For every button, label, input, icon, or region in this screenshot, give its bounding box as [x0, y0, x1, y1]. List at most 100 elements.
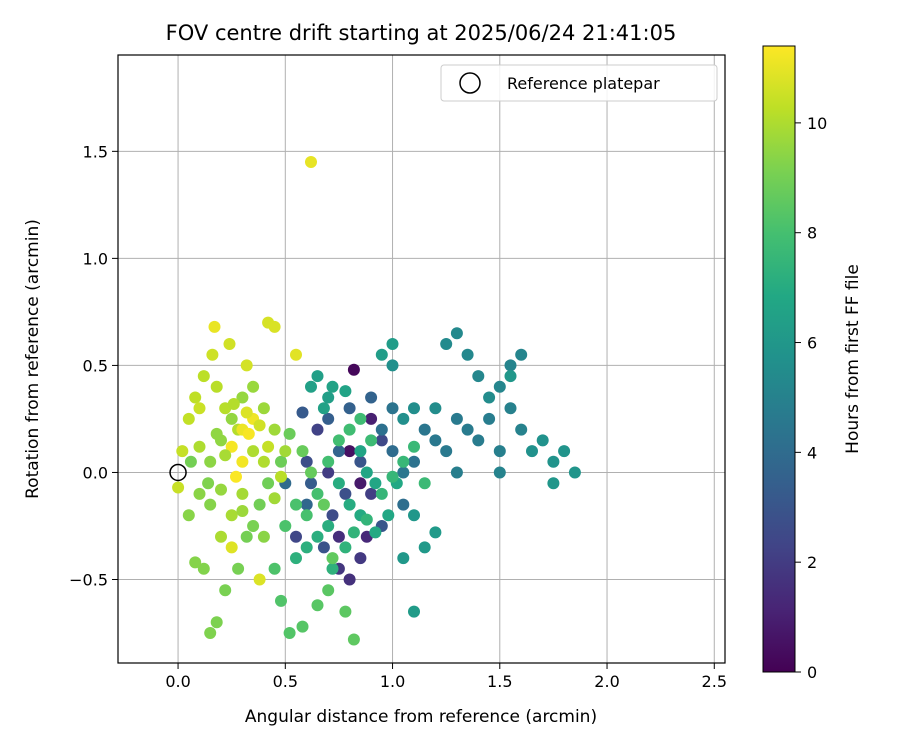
data-point [257, 402, 270, 415]
data-point [408, 605, 420, 618]
data-point [326, 562, 339, 575]
data-point [290, 348, 302, 361]
data-point [189, 556, 202, 569]
data-point [311, 370, 324, 383]
data-point [322, 391, 335, 404]
data-point [193, 440, 206, 453]
data-point [472, 434, 485, 447]
data-point [210, 380, 223, 393]
grid-lines [118, 55, 725, 663]
data-point [227, 398, 240, 410]
data-point [386, 470, 399, 483]
data-point [354, 445, 367, 458]
reference-platepar-marker [169, 463, 187, 482]
data-point [365, 434, 378, 447]
data-point [317, 498, 330, 511]
data-point [365, 487, 378, 500]
data-point [408, 509, 420, 522]
data-point [240, 359, 253, 372]
data-point [236, 505, 249, 517]
data-point [257, 455, 270, 468]
y-axis-ticks: −0.5 0.0 0.5 1.0 1.5 [69, 142, 118, 590]
data-point [365, 412, 378, 425]
data-point [176, 445, 189, 458]
data-point [275, 470, 287, 483]
data-point [305, 156, 317, 168]
data-point [339, 541, 352, 554]
data-point [504, 359, 517, 372]
data-point [290, 530, 302, 543]
data-point [247, 380, 260, 393]
data-point [172, 481, 185, 494]
data-point [283, 627, 296, 639]
data-point [326, 509, 339, 522]
data-point [397, 455, 410, 468]
data-point [461, 423, 474, 436]
data-point [343, 573, 356, 586]
data-points [172, 156, 581, 646]
data-point [262, 477, 275, 490]
data-point [375, 434, 388, 447]
data-point [182, 412, 195, 425]
data-point [208, 320, 221, 333]
data-point [300, 541, 313, 554]
data-point [397, 412, 410, 425]
data-point [354, 412, 367, 425]
data-point [322, 466, 335, 479]
data-point [305, 466, 317, 479]
y-tick-label: 1.0 [83, 249, 108, 268]
data-point [547, 477, 560, 490]
data-point [386, 402, 399, 415]
data-point [339, 487, 352, 500]
data-point [347, 363, 360, 376]
data-point [236, 455, 249, 468]
data-point [526, 445, 538, 458]
data-point [268, 423, 281, 436]
x-tick-label: 1.0 [380, 672, 405, 691]
legend-open-circle-marker [459, 72, 481, 94]
legend: Reference platepar [440, 64, 718, 102]
data-point [397, 552, 410, 565]
data-point [326, 380, 339, 393]
data-point [300, 509, 313, 522]
data-point [305, 380, 317, 393]
data-point [483, 391, 496, 404]
data-point [268, 492, 281, 505]
data-point [386, 338, 399, 350]
data-point [296, 406, 309, 419]
data-point [290, 552, 302, 565]
data-point [339, 605, 352, 618]
y-tick-label: −0.5 [69, 571, 108, 590]
data-point [343, 423, 356, 436]
data-point [182, 509, 195, 522]
data-point [253, 498, 266, 511]
data-point [504, 370, 517, 383]
y-tick-label: 0.0 [83, 463, 108, 482]
data-point [296, 620, 309, 633]
data-point [230, 470, 242, 483]
data-point [347, 526, 360, 539]
data-point [290, 498, 302, 511]
data-point [317, 541, 330, 554]
data-point [219, 449, 232, 462]
data-point [197, 562, 210, 575]
data-point [369, 477, 382, 490]
data-point [253, 573, 266, 586]
data-point [275, 594, 287, 607]
data-point [204, 627, 217, 639]
data-point [429, 402, 442, 415]
legend-label-reference-platepar: Reference platepar [507, 74, 660, 93]
colorbar-title: Hours from first FF file [843, 264, 863, 454]
data-point [262, 440, 275, 453]
colorbar-tick-label: 6 [807, 334, 817, 353]
data-point [247, 445, 260, 458]
data-point [296, 445, 309, 458]
data-point [204, 498, 217, 511]
x-tick-label: 0.0 [165, 672, 190, 691]
data-point [210, 616, 223, 629]
data-point [332, 530, 345, 543]
data-point [210, 427, 223, 440]
x-tick-label: 2.5 [702, 672, 727, 691]
data-point [322, 412, 335, 425]
